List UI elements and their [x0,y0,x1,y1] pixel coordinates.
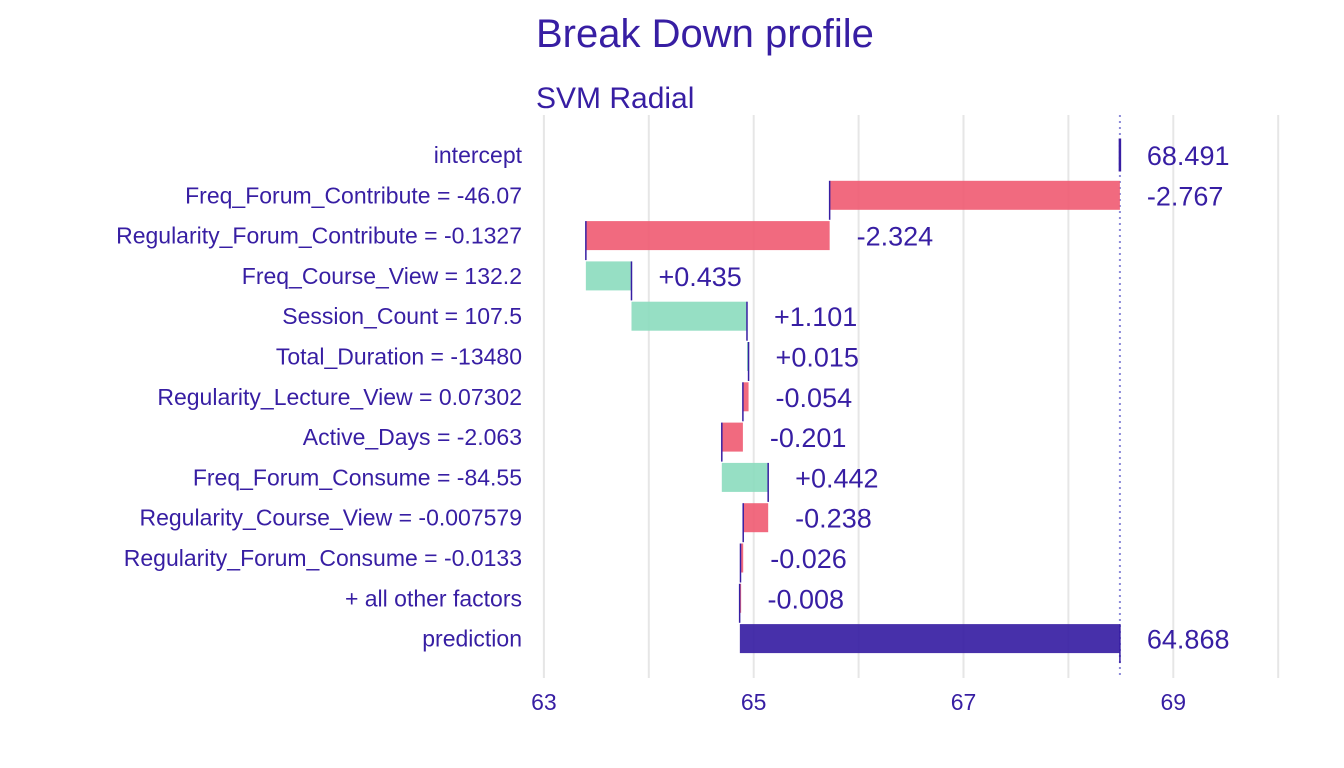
row-label: Freq_Course_View = 132.2 [242,263,522,289]
chart-subtitle: SVM Radial [536,82,695,115]
row-label: Regularity_Course_View = -0.007579 [139,505,522,531]
row-label: Session_Count = 107.5 [282,303,522,329]
label-layer: intercept 68.491 Freq_Forum_Contribute = -… [116,141,1229,655]
x-tick-label: 65 [741,689,767,715]
row-label: Regularity_Forum_Consume = -0.0133 [124,545,522,571]
x-axis: 63 65 67 69 [531,689,1186,715]
value-label: +0.442 [795,463,878,493]
row-label: Freq_Forum_Consume = -84.55 [193,464,522,490]
contribution-bar [746,342,749,371]
value-label: -2.767 [1147,181,1224,211]
x-tick-label: 67 [951,689,977,715]
contribution-bar [742,382,749,412]
value-label: -0.008 [767,584,844,614]
value-label: +0.015 [776,343,859,373]
bar-layer [585,138,1122,664]
value-label: -0.026 [770,544,847,574]
x-tick-label: 63 [531,689,557,715]
row-label: + all other factors [345,585,522,611]
contribution-bar [740,543,744,573]
row-label: Active_Days = -2.063 [303,424,522,450]
contribution-bar [585,261,632,291]
value-label: +1.101 [774,302,857,332]
contribution-bar [829,180,1120,210]
row-label: prediction [422,626,522,652]
value-label: +0.435 [658,262,741,292]
row-label: Freq_Forum_Contribute = -46.07 [185,182,522,208]
contribution-bar [585,221,830,251]
contribution-bar [743,503,769,533]
contribution-bar [721,462,769,492]
chart-title: Break Down profile [536,12,874,56]
row-label: Regularity_Lecture_View = 0.07302 [157,384,522,410]
value-label: -0.054 [776,383,853,413]
contribution-bar [631,301,747,331]
contribution-bar [739,624,1120,654]
row-label: intercept [434,142,523,168]
x-tick-label: 69 [1161,689,1187,715]
value-label: 68.491 [1147,141,1230,171]
row-label: Regularity_Forum_Contribute = -0.1327 [116,223,522,249]
value-label: -0.201 [770,423,847,453]
value-label: -0.238 [795,504,872,534]
value-label: 64.868 [1147,625,1230,655]
value-label: -2.324 [857,222,934,252]
contribution-bar [721,422,743,452]
row-label: Total_Duration = -13480 [276,344,522,370]
